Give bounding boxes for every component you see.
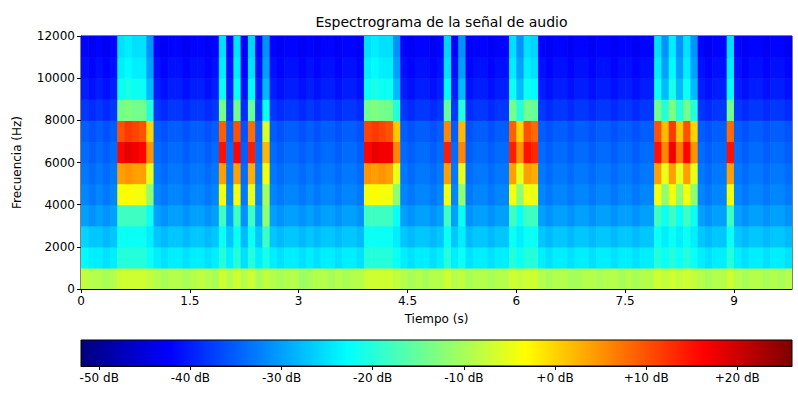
svg-text:4.5: 4.5 <box>398 294 417 308</box>
svg-text:10000: 10000 <box>37 71 75 85</box>
svg-text:+20 dB: +20 dB <box>715 371 760 385</box>
svg-text:0: 0 <box>77 294 85 308</box>
svg-text:-50 dB: -50 dB <box>80 371 119 385</box>
svg-text:12000: 12000 <box>37 29 75 43</box>
svg-text:6: 6 <box>512 294 520 308</box>
svg-text:-30 dB: -30 dB <box>262 371 301 385</box>
svg-text:9: 9 <box>730 294 738 308</box>
svg-text:0: 0 <box>67 282 75 296</box>
svg-text:3: 3 <box>295 294 303 308</box>
svg-text:Espectrograma de la señal de a: Espectrograma de la señal de audio <box>315 14 567 30</box>
svg-text:+0 dB: +0 dB <box>536 371 573 385</box>
svg-text:-20 dB: -20 dB <box>353 371 392 385</box>
svg-text:-10 dB: -10 dB <box>444 371 483 385</box>
svg-text:4000: 4000 <box>44 198 75 212</box>
svg-text:8000: 8000 <box>44 113 75 127</box>
svg-text:1.5: 1.5 <box>180 294 199 308</box>
svg-text:2000: 2000 <box>44 240 75 254</box>
svg-text:Tiempo (s): Tiempo (s) <box>404 312 469 326</box>
svg-text:+10 dB: +10 dB <box>624 371 669 385</box>
svg-text:-40 dB: -40 dB <box>171 371 210 385</box>
svg-text:6000: 6000 <box>44 156 75 170</box>
svg-text:Frecuencia (Hz): Frecuencia (Hz) <box>10 116 24 209</box>
svg-text:7.5: 7.5 <box>616 294 635 308</box>
